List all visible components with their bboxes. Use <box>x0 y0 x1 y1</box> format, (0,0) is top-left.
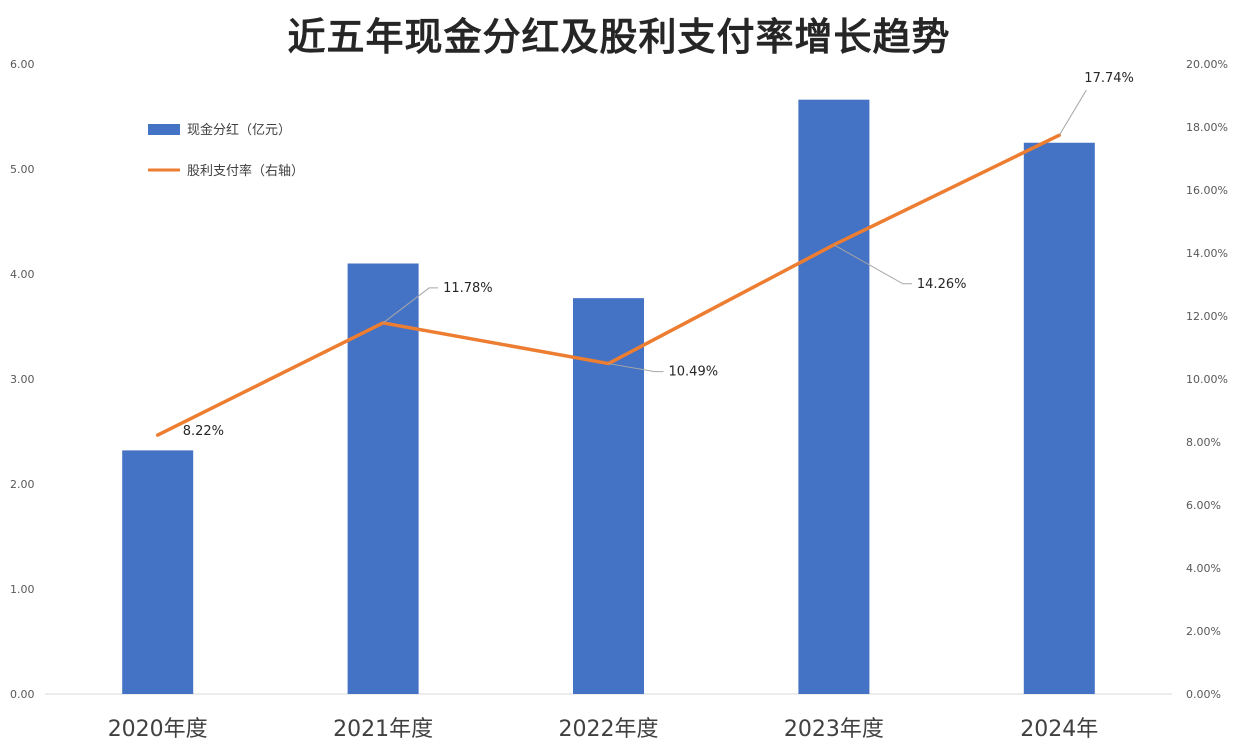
data-label-leader <box>1058 89 1087 136</box>
line-series: 8.22% 11.78% 10.49% 14.26% 17.74% <box>155 71 1134 439</box>
legend-swatch-bar <box>148 124 180 135</box>
data-label: 11.78% <box>443 281 493 296</box>
y-right-tick-label: 20.00% <box>1186 58 1228 71</box>
x-category-label: 2023年度 <box>784 717 884 742</box>
y-left-tick-label: 6.00 <box>10 58 35 71</box>
axes: 0.00 1.00 2.00 3.00 4.00 5.00 6.00 0.00% 2.00% 4.… <box>10 58 1228 742</box>
data-label: 10.49% <box>669 365 719 380</box>
bar <box>798 99 870 694</box>
y-left-tick-label: 2.00 <box>10 478 35 491</box>
data-label-leader <box>382 287 439 324</box>
y-left-tick-label: 3.00 <box>10 373 35 386</box>
x-category-label: 2022年度 <box>559 717 659 742</box>
y-left-tick-label: 5.00 <box>10 163 35 176</box>
data-label-leader <box>833 244 912 285</box>
y-right-tick-label: 18.00% <box>1186 121 1228 134</box>
data-label-leader <box>608 363 664 373</box>
y-right-tick-label: 8.00% <box>1186 436 1221 449</box>
y-right-tick-label: 14.00% <box>1186 247 1228 260</box>
data-label: 8.22% <box>183 424 224 439</box>
x-category-label: 2021年度 <box>333 717 433 742</box>
bar <box>122 450 194 694</box>
y-right-tick-label: 6.00% <box>1186 499 1221 512</box>
y-left-tick-label: 1.00 <box>10 583 35 596</box>
legend: 现金分红（亿元） 股利支付率（右轴） <box>148 122 304 179</box>
y-right-tick-label: 2.00% <box>1186 625 1221 638</box>
y-right-tick-label: 4.00% <box>1186 562 1221 575</box>
legend-label-line: 股利支付率（右轴） <box>187 163 304 179</box>
legend-label-bar: 现金分红（亿元） <box>187 122 291 138</box>
chart-title: 近五年现金分红及股利支付率增长趋势 <box>287 14 951 59</box>
y-right-tick-label: 0.00% <box>1186 688 1221 701</box>
y-right-tick-label: 12.00% <box>1186 310 1228 323</box>
data-label: 17.74% <box>1084 71 1134 86</box>
x-category-label: 2020年度 <box>108 717 208 742</box>
data-label: 14.26% <box>917 277 967 292</box>
y-right-tick-label: 10.00% <box>1186 373 1228 386</box>
y-left-tick-label: 0.00 <box>10 688 35 701</box>
y-left-tick-label: 4.00 <box>10 268 35 281</box>
x-category-label: 2024年 <box>1020 717 1098 742</box>
bar <box>1023 142 1095 694</box>
y-right-tick-label: 16.00% <box>1186 184 1228 197</box>
